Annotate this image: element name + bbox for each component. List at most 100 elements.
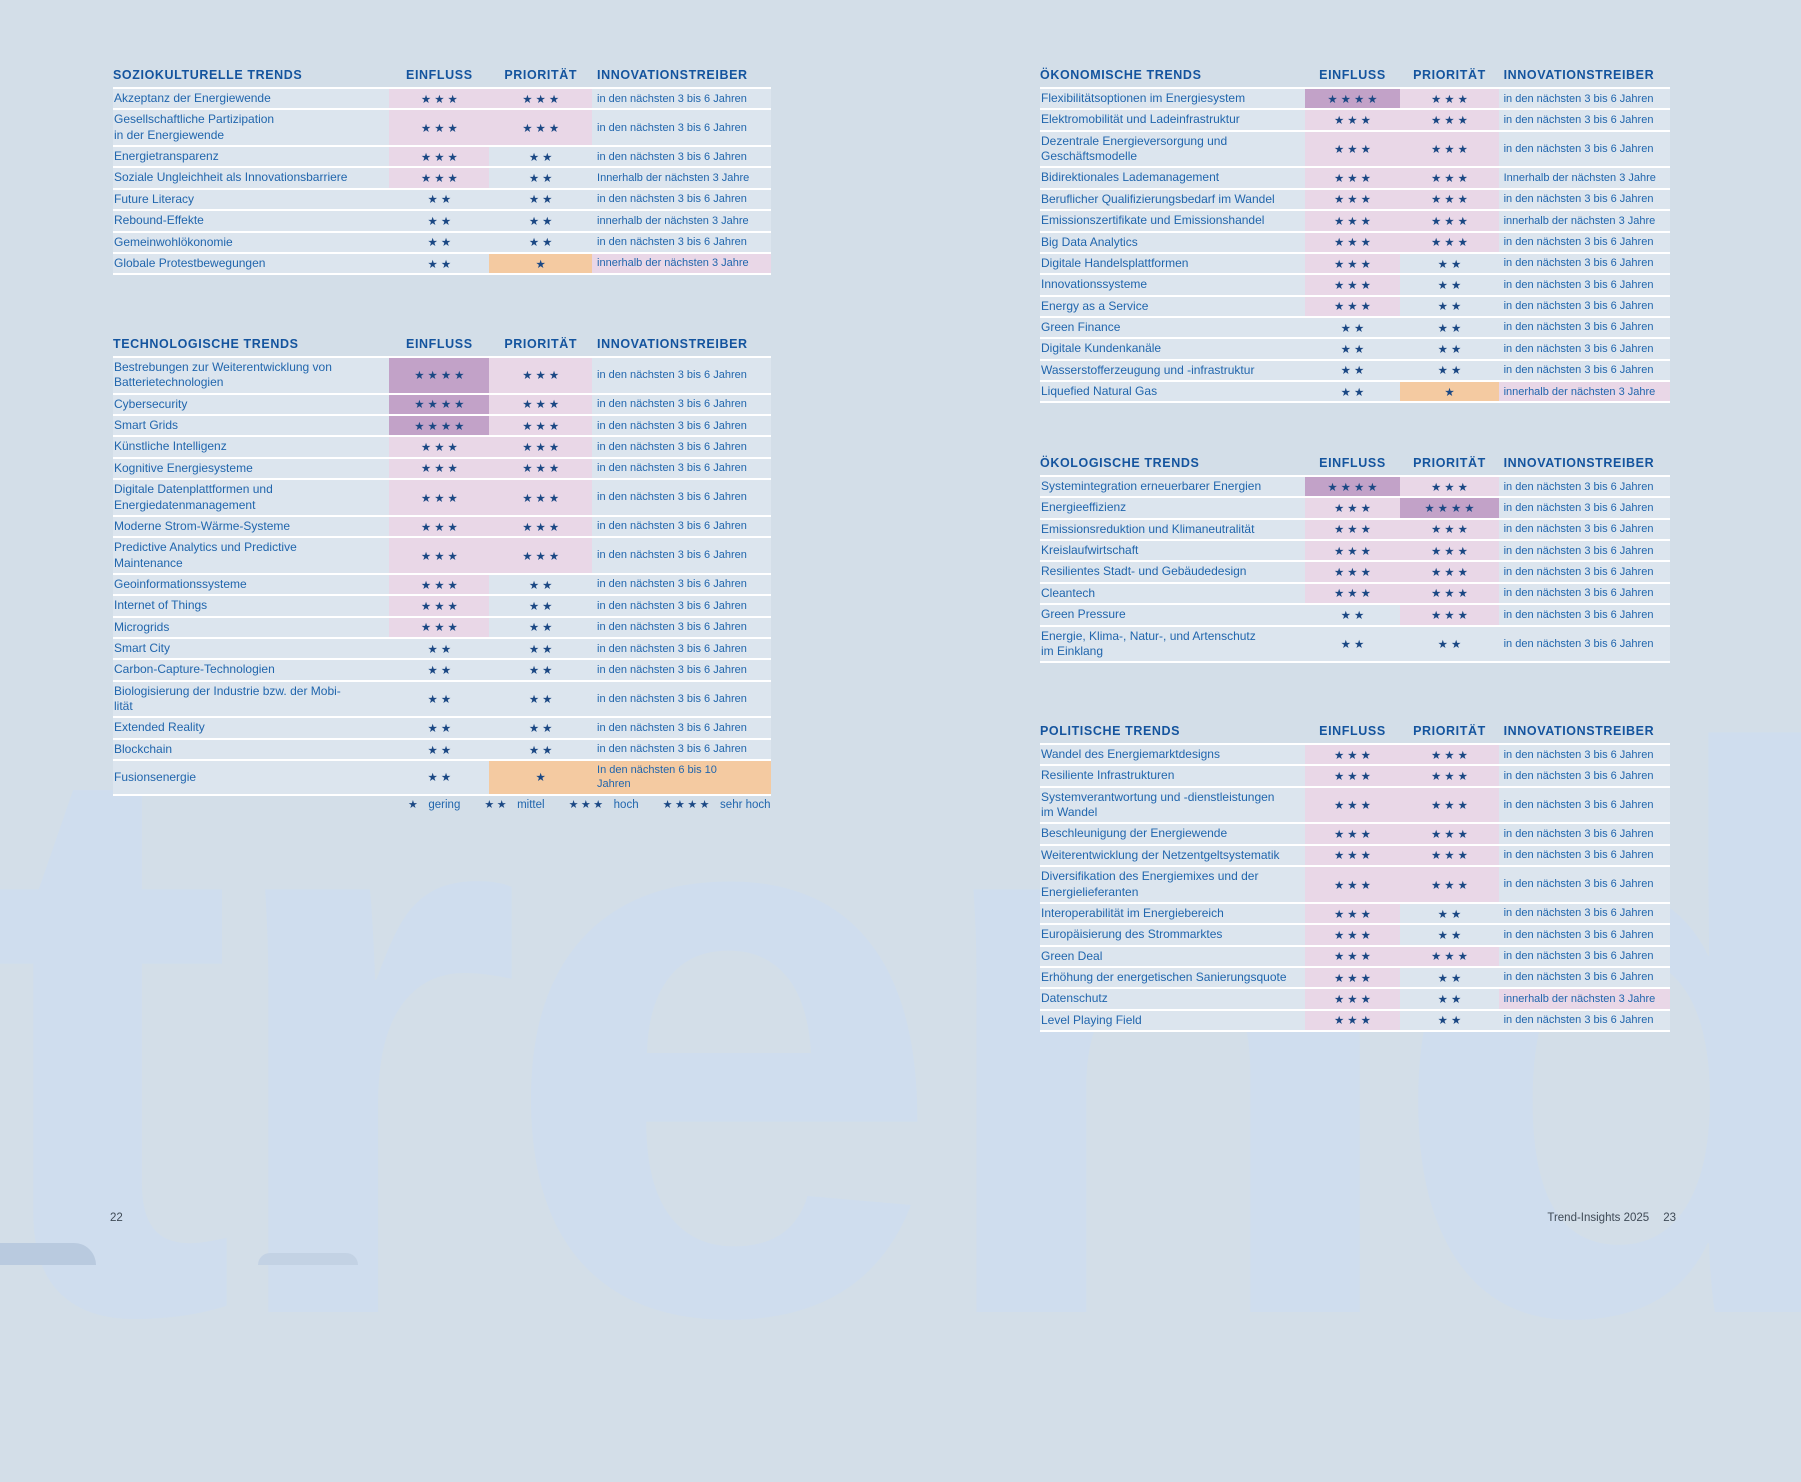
einfluss-stars: ★★ bbox=[427, 215, 455, 228]
table-row: Green Deal ★★★ ★★★ in den nächsten 3 bis 6 … bbox=[1040, 946, 1670, 968]
prioritaet-stars: ★★ bbox=[1437, 322, 1465, 335]
innovationstreiber-text: in den nächsten 3 bis 6 Jahren bbox=[597, 621, 747, 634]
trend-label: Big Data Analytics bbox=[1041, 234, 1138, 249]
innovationstreiber-text: in den nächsten 3 bis 6 Jahren bbox=[597, 92, 747, 105]
prioritaet-stars: ★★★ bbox=[489, 480, 593, 515]
prioritaet-stars: ★★★ bbox=[1400, 110, 1499, 130]
prioritaet-stars: ★★★ bbox=[489, 110, 593, 146]
innovationstreiber-text: innerhalb der nächsten 3 Jahre bbox=[592, 253, 771, 274]
prioritaet-stars: ★★★ bbox=[1400, 131, 1499, 167]
table-row: Cybersecurity ★★★★ ★★★ in den nächsten 3 bi… bbox=[113, 394, 771, 417]
innovationstreiber-text: in den nächsten 3 bis 6 Jahren bbox=[1503, 523, 1654, 536]
innovationstreiber-text: in den nächsten 3 bis 6 Jahren bbox=[597, 150, 747, 163]
innovationstreiber-text: in den nächsten 3 bis 6 Jahren bbox=[1503, 608, 1654, 621]
innovationstreiber-text: In den nächsten 6 bis 10 Jahren bbox=[592, 761, 771, 794]
innovationstreiber-text: in den nächsten 3 bis 6 Jahren bbox=[597, 193, 747, 206]
trend-label: Internet of Things bbox=[114, 598, 208, 613]
prioritaet-stars: ★★ bbox=[1437, 365, 1465, 378]
table-row: Datenschutz ★★★ ★★ innerhalb der nächsten 3… bbox=[1040, 989, 1670, 1011]
trend-label: Green Deal bbox=[1041, 948, 1103, 963]
prioritaet-stars: ★ bbox=[1400, 382, 1499, 402]
einfluss-stars: ★★★ bbox=[1304, 498, 1401, 518]
einfluss-stars: ★★ bbox=[427, 723, 455, 736]
einfluss-stars: ★★★ bbox=[1304, 541, 1401, 561]
prioritaet-stars: ★★★ bbox=[489, 458, 593, 479]
table-title: ÖKONOMISCHE TRENDS bbox=[1040, 68, 1202, 82]
table-header: SOZIOKULTURELLE TRENDS EINFLUSS PRIORITÄT I… bbox=[113, 68, 771, 87]
column-header-einfluss: EINFLUSS bbox=[1319, 68, 1386, 82]
innovationstreiber-text: in den nächsten 3 bis 6 Jahren bbox=[597, 599, 747, 612]
table-body: Akzeptanz der Energiewende ★★★ ★★★ in den n… bbox=[113, 87, 771, 276]
table-politische-trends: POLITISCHE TRENDS EINFLUSS PRIORITÄT INNOVA… bbox=[1040, 724, 1670, 1033]
table-row: Digitale Kundenkanäle ★★ ★★ in den nächsten… bbox=[1040, 339, 1670, 361]
einfluss-stars: ★★ bbox=[427, 694, 455, 707]
table-row: Weiterentwicklung der Netzentgeltsystema… bbox=[1040, 845, 1670, 868]
table-row: Energieeffizienz ★★★ ★★★★ in den nächsten 3… bbox=[1040, 498, 1670, 520]
prioritaet-stars: ★★ bbox=[1437, 908, 1465, 921]
prioritaet-stars: ★★★ bbox=[1400, 477, 1499, 497]
innovationstreiber-text: in den nächsten 3 bis 6 Jahren bbox=[1503, 587, 1654, 600]
prioritaet-stars: ★★ bbox=[1437, 993, 1465, 1006]
table-row: Emissionsreduktion und Klimaneutralität ★… bbox=[1040, 519, 1670, 542]
table-row: Resilientes Stadt- und Gebäudedesign ★★★ ★… bbox=[1040, 562, 1670, 584]
column-header-innovationstreiber: INNOVATIONSTREIBER bbox=[597, 68, 748, 82]
innovationstreiber-text: in den nächsten 3 bis 6 Jahren bbox=[1503, 849, 1654, 862]
einfluss-stars: ★★★ bbox=[1304, 1010, 1401, 1031]
einfluss-stars: ★★★ bbox=[1304, 110, 1401, 130]
legend-label: gering bbox=[428, 798, 461, 811]
table-title: ÖKOLOGISCHE TRENDS bbox=[1040, 456, 1200, 470]
prioritaet-stars: ★★ bbox=[1437, 301, 1465, 314]
column-header-einfluss: EINFLUSS bbox=[1319, 724, 1386, 738]
prioritaet-stars: ★★★ bbox=[489, 394, 593, 415]
legend-label: sehr hoch bbox=[720, 798, 771, 811]
table-row: Bestrebungen zur Weiterentwicklung von B… bbox=[113, 358, 771, 395]
column-header-einfluss: EINFLUSS bbox=[1319, 456, 1386, 470]
column-header-prioritaet: PRIORITÄT bbox=[1413, 68, 1486, 82]
trend-label: Carbon-Capture-Technologien bbox=[114, 662, 275, 677]
table-row: Green Finance ★★ ★★ in den nächsten 3 bis 6… bbox=[1040, 317, 1670, 340]
table-row: Energie, Klima-, Natur-, und Artenschutz… bbox=[1040, 626, 1670, 664]
einfluss-stars: ★★★ bbox=[1304, 583, 1401, 604]
trend-label: Biologisierung der Industrie bzw. der Mo… bbox=[114, 683, 341, 714]
table-soziokulturelle-trends: SOZIOKULTURELLE TRENDS EINFLUSS PRIORITÄT I… bbox=[113, 68, 771, 276]
table-row: Energietransparenz ★★★ ★★ in den nächsten 3… bbox=[113, 147, 771, 169]
table-row: Extended Reality ★★ ★★ in den nächsten 3 bi… bbox=[113, 718, 771, 740]
table-row: Biologisierung der Industrie bzw. der Mo… bbox=[113, 681, 771, 719]
innovationstreiber-text: in den nächsten 3 bis 6 Jahren bbox=[1503, 236, 1654, 249]
trend-label: Datenschutz bbox=[1041, 991, 1108, 1006]
column-header-innovationstreiber: INNOVATIONSTREIBER bbox=[1503, 456, 1655, 470]
innovationstreiber-text: in den nächsten 3 bis 6 Jahren bbox=[597, 491, 747, 504]
table-row: Green Pressure ★★ ★★★ in den nächsten 3 bis… bbox=[1040, 605, 1670, 627]
trend-label: Systemverantwortung und -dienstleistunge… bbox=[1041, 789, 1275, 820]
innovationstreiber-text: in den nächsten 3 bis 6 Jahren bbox=[597, 692, 747, 705]
trend-label: Diversifikation des Energiemixes und der… bbox=[1041, 869, 1259, 899]
table-row: Blockchain ★★ ★★ in den nächsten 3 bis 6 Ja… bbox=[113, 739, 771, 762]
prioritaet-stars: ★★ bbox=[528, 215, 556, 228]
einfluss-stars: ★★ bbox=[427, 665, 455, 678]
innovationstreiber-text: in den nächsten 3 bis 6 Jahren bbox=[597, 520, 747, 533]
trend-label: Innovationssysteme bbox=[1041, 277, 1148, 292]
prioritaet-stars: ★★★★ bbox=[1400, 498, 1499, 518]
legend-item: ★★ mittel bbox=[484, 798, 544, 812]
prioritaet-stars: ★★★ bbox=[1400, 541, 1499, 561]
trend-label: Beschleunigung der Energiewende bbox=[1041, 826, 1228, 841]
einfluss-stars: ★★ bbox=[1340, 365, 1368, 378]
trend-label: Gemeinwohlökonomie bbox=[114, 234, 233, 249]
einfluss-stars: ★★★ bbox=[1304, 253, 1401, 274]
table-row: Digitale Handelsplattformen ★★★ ★★ in den n… bbox=[1040, 253, 1670, 276]
column-header-prioritaet: PRIORITÄT bbox=[504, 68, 578, 82]
einfluss-stars: ★★ bbox=[1340, 638, 1368, 651]
einfluss-stars: ★★★ bbox=[389, 596, 490, 616]
einfluss-stars: ★★★ bbox=[1304, 824, 1401, 844]
legend-item: ★ gering bbox=[408, 798, 461, 812]
innovationstreiber-text: in den nächsten 3 bis 6 Jahren bbox=[1503, 907, 1654, 920]
trend-label: Future Literacy bbox=[114, 191, 195, 206]
table-row: Künstliche Intelligenz ★★★ ★★★ in den nächs… bbox=[113, 437, 771, 459]
trend-label: Akzeptanz der Energiewende bbox=[114, 91, 271, 105]
prioritaet-stars: ★★ bbox=[1437, 1015, 1465, 1028]
prioritaet-stars: ★★★ bbox=[1400, 89, 1499, 109]
prioritaet-stars: ★★ bbox=[1437, 343, 1465, 356]
prioritaet-stars: ★★★ bbox=[1400, 787, 1499, 823]
prioritaet-stars: ★ bbox=[489, 761, 593, 794]
prioritaet-stars: ★★ bbox=[528, 694, 556, 707]
